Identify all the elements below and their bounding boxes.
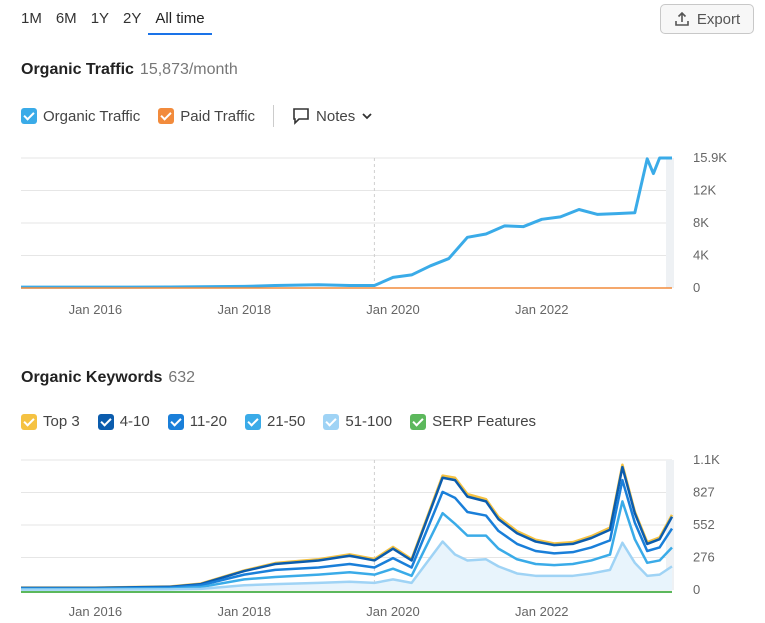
- range-tab-all-time[interactable]: All time: [148, 8, 212, 35]
- y-tick-label: 276: [693, 550, 715, 565]
- organic-traffic-value: 15,873/month: [139, 61, 238, 78]
- y-tick-label: 0: [693, 582, 700, 597]
- series-line-4-10: [21, 465, 674, 590]
- organic-traffic-chart: 0 4K 8K 12K 15.9K Jan 2016 Jan 2018 Jan 2020 Jan…: [21, 150, 727, 317]
- legend-11-20[interactable]: 11-20: [167, 413, 227, 430]
- x-tick-label: Jan 2022: [515, 604, 569, 619]
- organic-traffic-title: Organic Traffic 15,873/month: [21, 61, 238, 79]
- notes-label: Notes: [316, 107, 356, 125]
- series-line-top-3: [21, 463, 674, 589]
- legend-serp-features[interactable]: SERP Features: [410, 413, 536, 430]
- legend-label: 51-100: [345, 413, 393, 430]
- keywords-legend: Top 3 4-10 11-20 21-50 51-100 SERP Features: [21, 413, 554, 430]
- x-tick-label: Jan 2020: [366, 604, 420, 619]
- range-tab-1y[interactable]: 1Y: [90, 10, 110, 27]
- current-period-shade: [666, 158, 674, 288]
- legend-label: Top 3: [43, 413, 80, 430]
- organic-keywords-heading: Organic Keywords: [21, 369, 163, 386]
- legend-4-10[interactable]: 4-10: [97, 413, 150, 430]
- note-icon: [293, 108, 309, 125]
- x-tick-label: Jan 2018: [217, 604, 271, 619]
- legend-label: SERP Features: [432, 413, 537, 430]
- x-tick-label: Jan 2022: [515, 302, 569, 317]
- series-line-21-50: [21, 500, 673, 591]
- y-tick-label: 827: [693, 485, 715, 500]
- legend-divider: [273, 105, 275, 127]
- area-fill: [21, 541, 672, 590]
- organic-keywords-chart: 0 276 552 827 1.1K Jan 2016 Jan 2018 Jan 2020 Ja…: [21, 452, 720, 619]
- legend-paid-traffic[interactable]: Paid Traffic: [158, 108, 255, 125]
- legend-label: Paid Traffic: [180, 107, 256, 125]
- organic-keywords-title: Organic Keywords 632: [21, 369, 195, 387]
- legend-label: Organic Traffic: [43, 107, 141, 125]
- y-tick-label: 8K: [693, 215, 709, 230]
- legend-label: 11-20: [189, 413, 227, 430]
- y-tick-label: 12K: [693, 183, 716, 198]
- x-tick-label: Jan 2016: [69, 604, 123, 619]
- chevron-down-icon: [362, 113, 372, 120]
- legend-51-100[interactable]: 51-100: [323, 413, 392, 430]
- legend-top-3[interactable]: Top 3: [21, 413, 80, 430]
- x-tick-label: Jan 2018: [217, 302, 271, 317]
- legend-21-50[interactable]: 21-50: [245, 413, 305, 430]
- export-button[interactable]: Export: [660, 4, 754, 34]
- y-tick-label: 0: [693, 280, 700, 295]
- x-tick-label: Jan 2020: [366, 302, 420, 317]
- checkbox-icon[interactable]: [97, 413, 114, 430]
- checkbox-icon[interactable]: [167, 413, 184, 430]
- y-tick-label: 552: [693, 517, 715, 532]
- y-tick-label: 1.1K: [693, 452, 720, 467]
- notes-dropdown[interactable]: Notes: [292, 107, 373, 125]
- legend-label: 4-10: [119, 413, 150, 430]
- organic-keywords-value: 632: [168, 369, 196, 386]
- date-range-tabs: 1M 6M 1Y 2Y All time: [14, 8, 212, 35]
- upload-icon: [675, 11, 689, 26]
- y-tick-label: 15.9K: [693, 150, 727, 165]
- range-tab-1m[interactable]: 1M: [21, 10, 42, 27]
- y-tick-label: 4K: [693, 248, 709, 263]
- checkbox-icon[interactable]: [323, 413, 340, 430]
- legend-label: 21-50: [267, 413, 306, 430]
- series-line-organic-traffic: [21, 156, 672, 289]
- x-tick-label: Jan 2016: [69, 302, 123, 317]
- checkbox-icon[interactable]: [21, 413, 37, 430]
- range-tab-6m[interactable]: 6M: [55, 10, 77, 27]
- organic-traffic-heading: Organic Traffic: [21, 61, 134, 78]
- legend-organic-traffic[interactable]: Organic Traffic: [21, 108, 140, 125]
- range-tab-2y[interactable]: 2Y: [123, 10, 142, 27]
- export-label: Export: [696, 10, 741, 28]
- series-line-11-20: [21, 478, 674, 590]
- checkbox-icon[interactable]: [245, 413, 261, 430]
- area-fill: [21, 465, 672, 590]
- checkbox-icon[interactable]: [21, 108, 37, 124]
- checkbox-icon[interactable]: [410, 413, 427, 430]
- checkbox-icon[interactable]: [158, 108, 175, 124]
- current-period-shade: [666, 460, 674, 590]
- traffic-legend: Organic Traffic Paid Traffic Notes: [21, 105, 373, 127]
- series-line-51-100: [21, 540, 673, 591]
